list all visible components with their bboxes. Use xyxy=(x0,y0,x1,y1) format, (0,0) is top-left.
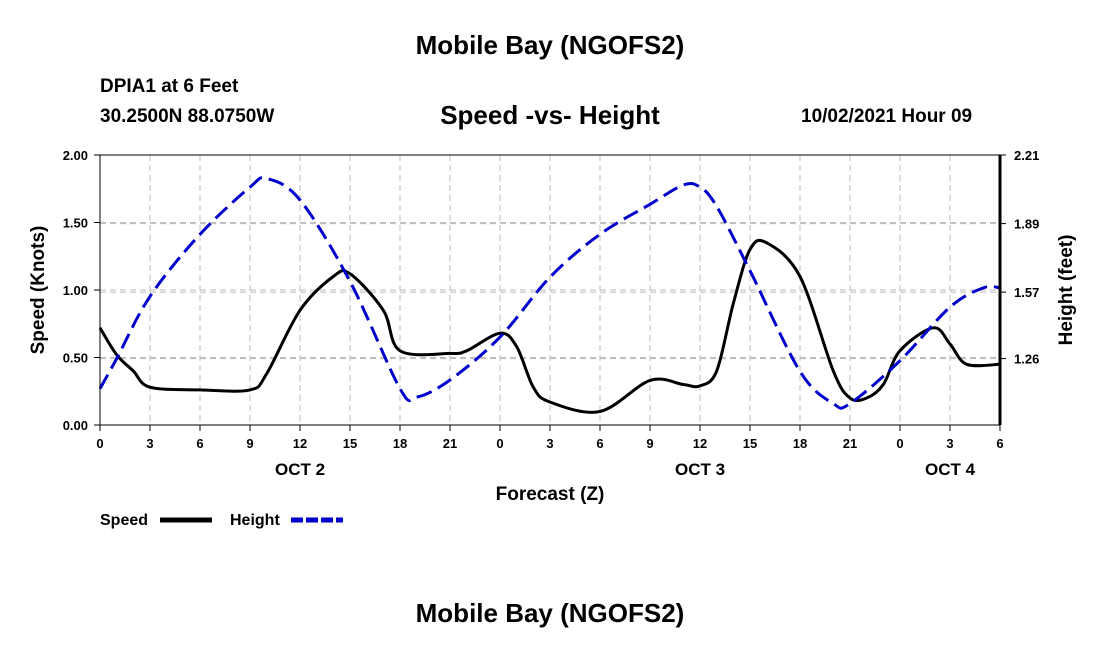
x-tick-label: 0 xyxy=(496,436,503,451)
x-tick-label: 3 xyxy=(146,436,153,451)
y-left-tick-label: 1.00 xyxy=(63,283,88,298)
x-tick-label: 18 xyxy=(393,436,407,451)
x-axis-title: Forecast (Z) xyxy=(496,484,605,505)
grid-layer xyxy=(100,155,1000,425)
x-tick-label: 12 xyxy=(693,436,707,451)
x-date-label: OCT 3 xyxy=(675,460,725,479)
x-tick-label: 3 xyxy=(946,436,953,451)
y-axis-left-title: Speed (Knots) xyxy=(28,226,49,355)
x-tick-label: 6 xyxy=(196,436,203,451)
x-tick-label: 0 xyxy=(896,436,903,451)
y-left-tick-label: 1.50 xyxy=(63,216,88,231)
y-right-tick-label: 1.89 xyxy=(1014,217,1039,232)
x-tick-label: 6 xyxy=(996,436,1003,451)
x-tick-label: 9 xyxy=(246,436,253,451)
legend-label-speed: Speed xyxy=(100,512,148,529)
x-tick-label: 9 xyxy=(646,436,653,451)
chart-footer-title: Mobile Bay (NGOFS2) xyxy=(415,598,685,628)
x-tick-label: 6 xyxy=(596,436,603,451)
y-left-tick-label: 0.00 xyxy=(63,418,88,433)
station-coordinates: 30.2500N 88.0750W xyxy=(100,106,275,127)
series-layer xyxy=(98,176,1001,414)
x-tick-label: 21 xyxy=(443,436,457,451)
y-axis-right-title: Height (feet) xyxy=(1056,235,1077,346)
x-tick-label: 21 xyxy=(843,436,857,451)
x-date-label: OCT 2 xyxy=(275,460,325,479)
series-line-speed xyxy=(98,238,1001,414)
axis-layer: 0 3 6 9 12 15 18 21 0 3 6 9 12 15 18 21 0 3 6 OCT 2 OCT 3 OCT… xyxy=(63,148,1040,479)
chart-main-title: Mobile Bay (NGOFS2) xyxy=(415,30,685,60)
legend: Speed Height xyxy=(100,512,343,529)
y-right-tick-label: 1.57 xyxy=(1014,285,1039,300)
chart-subtitle: Speed -vs- Height xyxy=(440,100,660,130)
series-line-height xyxy=(98,176,1001,410)
x-tick-label: 15 xyxy=(343,436,357,451)
x-tick-label: 3 xyxy=(546,436,553,451)
legend-label-height: Height xyxy=(230,512,280,529)
x-tick-label: 18 xyxy=(793,436,807,451)
station-label: DPIA1 at 6 Feet xyxy=(100,76,239,97)
x-tick-label: 0 xyxy=(96,436,103,451)
x-tick-label: 15 xyxy=(743,436,757,451)
y-left-tick-label: 2.00 xyxy=(63,148,88,163)
x-tick-label: 12 xyxy=(293,436,307,451)
x-date-label: OCT 4 xyxy=(925,460,976,479)
y-right-tick-label: 1.26 xyxy=(1014,352,1039,367)
y-right-tick-label: 2.21 xyxy=(1014,148,1039,163)
forecast-datetime: 10/02/2021 Hour 09 xyxy=(801,106,973,127)
y-left-tick-label: 0.50 xyxy=(63,351,88,366)
